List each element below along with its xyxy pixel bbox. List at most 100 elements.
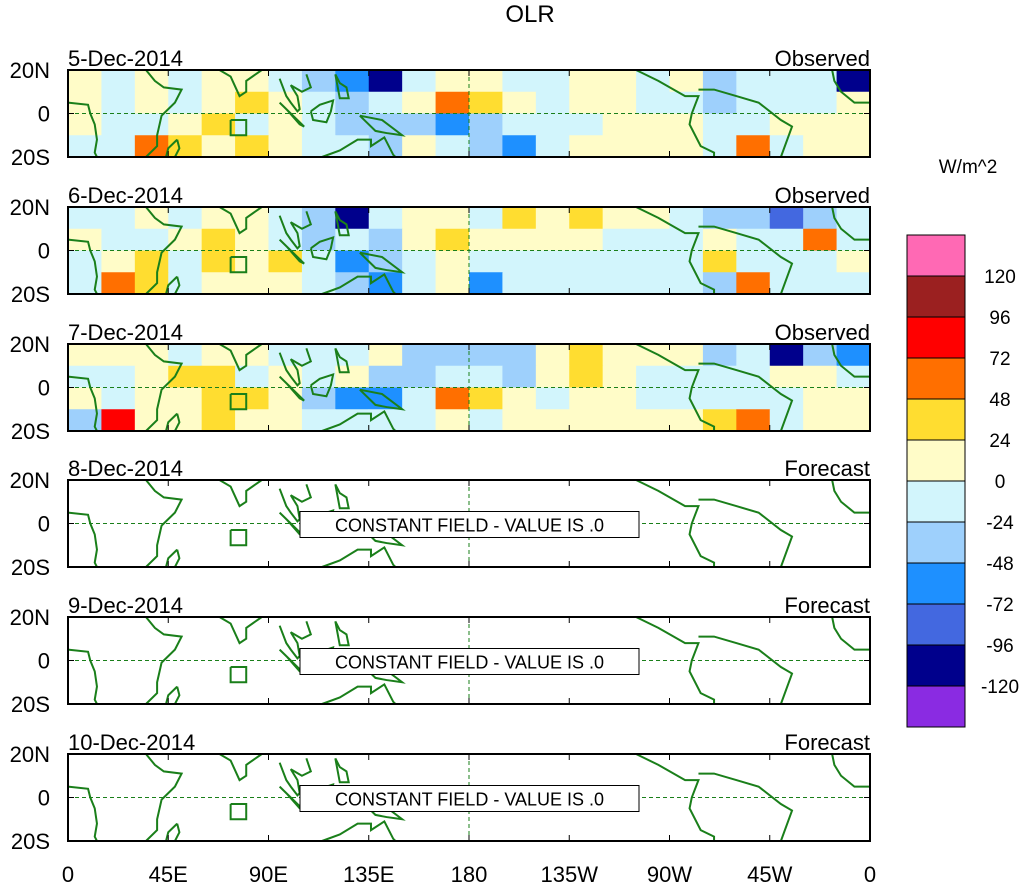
olr-grid-cell <box>201 91 236 114</box>
y-tick-label: 0 <box>38 786 50 811</box>
olr-grid-cell <box>702 70 737 93</box>
coastline <box>698 88 794 158</box>
olr-grid-cell <box>268 409 303 432</box>
olr-grid-cell <box>636 250 670 273</box>
olr-grid-cell <box>402 344 437 367</box>
olr-grid-cell <box>836 135 871 158</box>
olr-grid-cell <box>469 409 503 432</box>
olr-grid-cell <box>301 409 336 432</box>
olr-grid-cell <box>803 365 838 388</box>
olr-grid-cell <box>769 272 804 295</box>
olr-grid-cell <box>235 344 269 367</box>
olr-grid-cell <box>702 365 737 388</box>
x-tick-label: 180 <box>451 862 488 887</box>
olr-grid-cell <box>736 70 771 93</box>
olr-grid-cell <box>235 113 269 136</box>
olr-grid-cell <box>836 409 871 432</box>
y-tick-label: 20S <box>11 555 50 580</box>
x-axis-tick-labels: 0 45E 90E 135E 180 135W 90W 45W 0 <box>62 862 876 887</box>
chart-title: OLR <box>505 1 554 28</box>
coastline <box>67 101 98 158</box>
olr-grid-cell <box>402 228 437 251</box>
olr-grid-cell <box>469 365 503 388</box>
olr-grid-cell <box>368 70 403 93</box>
olr-grid-cell <box>435 272 470 295</box>
olr-grid-cell <box>101 387 136 410</box>
olr-grid-cell <box>134 387 169 410</box>
olr-grid-cell <box>469 113 503 136</box>
olr-grid-cell <box>435 250 470 273</box>
olr-grid-cell <box>469 91 503 114</box>
olr-grid-cell <box>469 70 503 93</box>
olr-grid-cell <box>803 250 838 273</box>
olr-grid-cell <box>836 70 871 93</box>
olr-grid-cell <box>134 113 169 136</box>
olr-grid-cell <box>836 387 871 410</box>
olr-grid-cell <box>769 135 804 158</box>
olr-grid-cell <box>669 365 704 388</box>
olr-grid-cell <box>435 113 470 136</box>
y-tick-label: 20S <box>11 145 50 170</box>
olr-grid-cell <box>235 387 269 410</box>
olr-grid-cell <box>502 250 537 273</box>
olr-grid-cell <box>335 387 370 410</box>
coastline <box>67 785 98 842</box>
olr-grid-cell <box>368 344 403 367</box>
olr-grid-cell <box>469 250 503 273</box>
olr-grid-cell <box>68 365 102 388</box>
olr-grid-cell <box>769 228 804 251</box>
y-tick-label: 0 <box>38 512 50 537</box>
colorbar-swatch <box>906 439 966 482</box>
panel-kind-label: Observed <box>775 320 870 345</box>
constant-field-label: CONSTANT FIELD - VALUE IS .0 <box>335 653 604 673</box>
coastline <box>278 74 313 113</box>
olr-grid-cell <box>569 409 604 432</box>
olr-grid-cell <box>636 70 670 93</box>
olr-grid-cell <box>201 250 236 273</box>
coastline <box>229 119 248 137</box>
coastline <box>67 238 98 295</box>
olr-grid-cell <box>502 113 537 136</box>
olr-grid-cell <box>134 70 169 93</box>
constant-field-box <box>299 648 640 675</box>
y-tick-label: 20N <box>10 468 50 493</box>
coastline <box>145 616 184 705</box>
coastline <box>334 347 350 374</box>
y-tick-label: 20S <box>11 692 50 717</box>
colorbar-level-label: 72 <box>989 349 1010 370</box>
constant-field-box <box>299 785 640 812</box>
olr-grid-cell <box>636 344 670 367</box>
olr-grid-cell <box>736 228 771 251</box>
olr-grid-cell <box>335 344 370 367</box>
olr-grid-cell <box>201 207 236 230</box>
olr-grid-cell <box>669 387 704 410</box>
olr-grid-cell <box>803 135 838 158</box>
y-tick-label: 20N <box>10 58 50 83</box>
coastline <box>334 620 350 647</box>
y-tick-label: 0 <box>38 239 50 264</box>
coastline <box>145 206 184 295</box>
colorbar-level-label: 24 <box>989 431 1011 452</box>
olr-grid-cell <box>335 113 370 136</box>
coastline <box>831 206 870 241</box>
coastline <box>218 206 263 235</box>
olr-grid-cell <box>669 113 704 136</box>
panel-kind-label: Forecast <box>784 730 870 755</box>
olr-grid-cell <box>502 409 537 432</box>
olr-grid-cell <box>669 409 704 432</box>
olr-grid-cell <box>569 228 604 251</box>
x-tick-label: 45E <box>149 862 188 887</box>
olr-grid-cell <box>402 272 437 295</box>
olr-grid-cell <box>535 91 570 114</box>
olr-grid-cell <box>402 387 437 410</box>
olr-grid-cell <box>602 387 637 410</box>
olr-grid-cell <box>168 135 203 158</box>
coastline <box>278 621 313 660</box>
coastline <box>278 101 305 128</box>
olr-grid-cell <box>68 272 102 295</box>
coastline <box>309 235 335 261</box>
olr-grid-cell <box>68 207 102 230</box>
coastline <box>831 69 870 104</box>
coastline <box>278 211 313 250</box>
olr-grid-cell <box>68 344 102 367</box>
